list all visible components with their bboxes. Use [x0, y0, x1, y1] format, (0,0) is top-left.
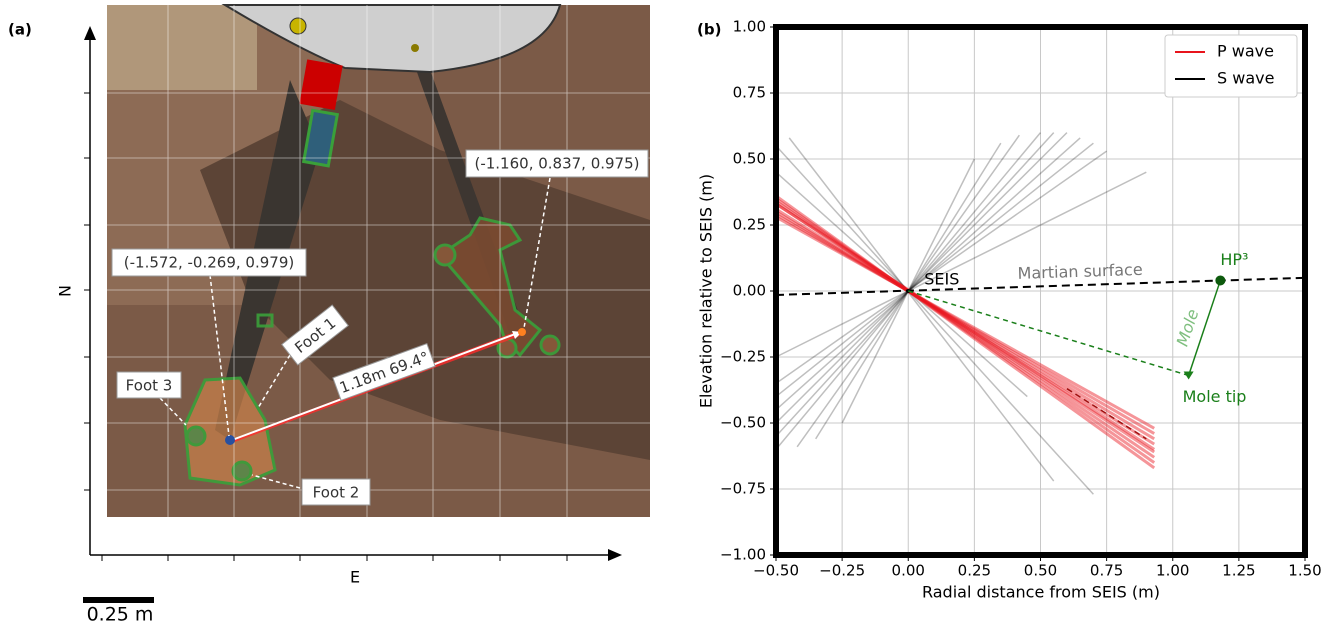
panel-label: (b) [697, 21, 721, 39]
label-box [301, 478, 371, 506]
marker [256, 313, 274, 328]
y-axis-title: Elevation relative to SEIS (m) [697, 174, 716, 408]
legend-label: P wave [1217, 42, 1274, 61]
coordinate-label: (-1.160, 0.837, 0.975) [474, 155, 639, 173]
y-tick-label: −1.00 [720, 546, 766, 564]
y-tick-label: 1.00 [733, 18, 766, 36]
y-tick-label: 0.75 [733, 84, 766, 102]
panel-label: (a) [8, 21, 32, 39]
tether-box [301, 108, 340, 168]
label-box [111, 248, 307, 277]
panel-b: (b) Radial distance from SEIS (m) Elevat… [697, 18, 1322, 602]
leader-line [251, 474, 301, 489]
mole-direction [908, 290, 1189, 377]
x-tick-label: −0.50 [753, 562, 799, 580]
s-ray [775, 132, 1068, 424]
p-ray [775, 197, 1156, 464]
s-ray [775, 171, 1147, 358]
surface-line [775, 276, 1306, 296]
axis-arrow [84, 26, 96, 40]
mole-tip-point [1183, 371, 1194, 380]
lander [221, 4, 562, 74]
seis-center [225, 435, 235, 445]
x-tick-label: 1.50 [1288, 562, 1321, 580]
label-box [116, 371, 182, 399]
surface-label: Martian surface [1017, 260, 1143, 283]
coordinate-label: (-1.572, -0.269, 0.979) [124, 254, 294, 272]
y-tick-label: −0.50 [720, 414, 766, 432]
axis-label: E [350, 568, 360, 587]
p-ray [775, 202, 1156, 454]
shadow [200, 100, 650, 460]
leader-line [159, 397, 187, 426]
s-ray [775, 171, 1028, 398]
x-tick-label: 0.25 [958, 562, 991, 580]
leader-line [257, 354, 291, 409]
s-ray [775, 142, 1094, 398]
seis-label: SEIS [924, 270, 959, 289]
label-box [332, 342, 436, 402]
p-ray [775, 199, 1156, 459]
s-ray [788, 137, 1055, 482]
photo-region [107, 5, 257, 90]
y-tick-label: −0.75 [720, 480, 766, 498]
hp3-center [518, 328, 526, 336]
p-ray [775, 207, 1156, 446]
y-tick-label: 0.00 [733, 282, 766, 300]
p-ray [775, 210, 1156, 441]
p-fit-line [1066, 388, 1147, 440]
x-tick-label: 0.75 [1090, 562, 1123, 580]
scale-label: 0.25 m [87, 604, 154, 626]
mole-line [1187, 280, 1222, 376]
legend-label: S wave [1217, 69, 1274, 88]
x-tick-label: 0.00 [892, 562, 925, 580]
x-axis-title: Radial distance from SEIS (m) [922, 583, 1160, 602]
y-tick-label: −0.25 [720, 348, 766, 366]
scale-bar [83, 597, 154, 603]
hp3-label: HP³ [1220, 250, 1248, 269]
plot-frame [773, 24, 1308, 558]
p-ray [775, 213, 1155, 435]
seis-foot [231, 460, 253, 482]
label-box [281, 304, 349, 366]
x-tick-label: 1.25 [1222, 562, 1255, 580]
axis-arrow [608, 549, 622, 561]
lander-detail [411, 44, 419, 52]
panel-a: (a) (-1.160, 0.837, 0.975) (-1.572, -0.2 [8, 4, 650, 626]
s-ray [775, 145, 1094, 495]
p-ray [775, 202, 1156, 451]
foot-label: Foot 3 [126, 377, 173, 395]
hp3-foot [433, 243, 457, 267]
p-ray [775, 215, 1155, 430]
mole-tip-label: Mole tip [1183, 387, 1247, 406]
s-ray [775, 132, 1055, 437]
seis-foot [185, 425, 207, 447]
foot-label: Foot 2 [313, 484, 360, 502]
p-ray [775, 194, 1156, 470]
axis-label: N [56, 285, 75, 297]
hp3-point [1215, 275, 1226, 286]
x-tick-label: 0.50 [1024, 562, 1057, 580]
x-tick-label: 1.00 [1156, 562, 1189, 580]
seis-outline [183, 376, 277, 487]
s-ray [775, 137, 1081, 411]
label-box [465, 149, 649, 178]
hp3-foot [539, 334, 561, 356]
leader-line [523, 177, 551, 329]
s-ray [775, 150, 1108, 385]
lander-part [299, 59, 343, 110]
x-tick-label: −0.25 [819, 562, 865, 580]
legend-box [1164, 34, 1298, 98]
y-tick-label: 0.50 [733, 150, 766, 168]
lander-detail [289, 17, 307, 35]
leader-line [209, 274, 230, 437]
y-tick-label: 0.25 [733, 216, 766, 234]
